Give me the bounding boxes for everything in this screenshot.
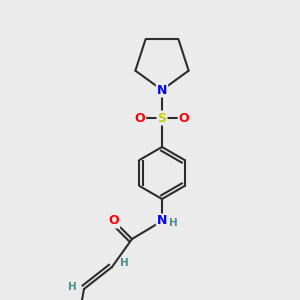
Text: O: O (109, 214, 119, 227)
Text: O: O (135, 112, 145, 124)
Text: N: N (157, 83, 167, 97)
Text: H: H (169, 218, 177, 228)
Text: H: H (68, 282, 76, 292)
Text: S: S (158, 112, 166, 124)
Text: N: N (157, 214, 167, 227)
Text: H: H (120, 258, 128, 268)
Text: O: O (179, 112, 189, 124)
